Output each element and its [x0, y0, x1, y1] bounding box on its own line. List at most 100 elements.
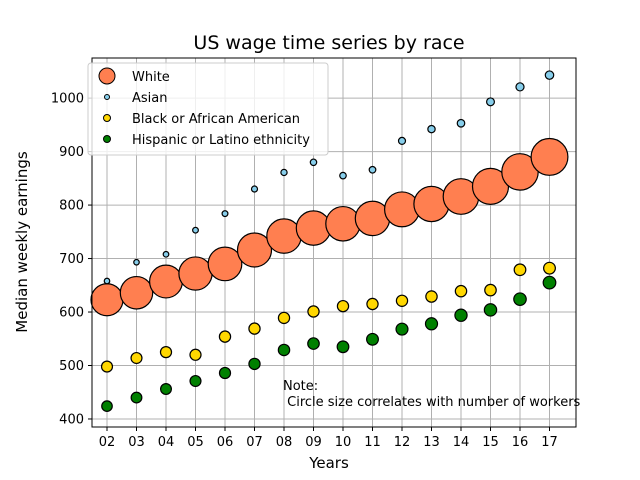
point-asian [162, 250, 170, 258]
point-black-or-african-american [543, 261, 556, 275]
point-asian [544, 70, 555, 80]
point-black-or-african-american [100, 360, 114, 373]
point-asian [250, 185, 259, 193]
point-hispanic-or-latino-ethnicity [307, 337, 320, 350]
annotation-note: Note: Circle size correlates with number… [283, 379, 581, 410]
point-hispanic-or-latino-ethnicity [130, 391, 143, 404]
y-tick-label: 1000 [51, 92, 84, 107]
point-black-or-african-american [425, 290, 438, 303]
x-axis: 02 03 04 05 06 07 08 09 10 11 12 13 14 15 16 17 [99, 427, 558, 450]
legend-marker [103, 135, 111, 143]
point-white [295, 210, 332, 246]
point-black-or-african-american [307, 305, 320, 318]
point-asian [309, 158, 318, 167]
y-tick-label: 900 [59, 145, 84, 160]
point-asian [486, 97, 496, 107]
y-tick-label: 800 [59, 199, 84, 214]
point-white [119, 275, 154, 310]
x-tick-label: 07 [246, 435, 263, 450]
point-black-or-african-american [130, 351, 143, 365]
x-tick-label: 10 [335, 435, 352, 450]
y-tick-label: 600 [59, 306, 84, 321]
y-tick-label: 500 [59, 359, 84, 374]
point-white [266, 218, 302, 254]
y-tick-label: 400 [59, 412, 84, 427]
x-tick-label: 06 [217, 435, 234, 450]
x-tick-label: 17 [541, 435, 558, 450]
x-tick-label: 12 [394, 435, 411, 450]
x-tick-label: 08 [276, 435, 293, 450]
point-white [236, 232, 273, 268]
point-hispanic-or-latino-ethnicity [454, 308, 468, 322]
point-black-or-african-american [484, 283, 497, 297]
x-tick-label: 14 [453, 435, 470, 450]
legend-marker [98, 67, 116, 85]
point-asian [397, 136, 407, 145]
series-white [90, 137, 569, 317]
point-black-or-african-american [189, 348, 202, 361]
point-white [207, 246, 243, 282]
point-hispanic-or-latino-ethnicity [395, 322, 409, 336]
point-white [90, 283, 124, 317]
point-hispanic-or-latino-ethnicity [483, 303, 498, 317]
point-asian [133, 258, 140, 266]
x-tick-label: 16 [512, 435, 529, 450]
point-black-or-african-american [513, 263, 527, 277]
point-asian [456, 118, 466, 128]
point-black-or-african-american [218, 330, 232, 343]
chart-title: US wage time series by race [193, 32, 464, 54]
x-tick-label: 15 [482, 435, 499, 450]
point-black-or-african-american [336, 299, 350, 313]
plot-frame [91, 57, 577, 428]
point-hispanic-or-latino-ethnicity [513, 292, 527, 307]
point-hispanic-or-latino-ethnicity [542, 275, 557, 290]
x-axis-label: Years [308, 454, 349, 472]
series-hispanic-or-latino-ethnicity [101, 275, 557, 412]
point-white [530, 137, 569, 176]
point-hispanic-or-latino-ethnicity [101, 400, 113, 412]
series-black-or-african-american [100, 261, 556, 373]
point-black-or-african-american [159, 346, 173, 359]
point-black-or-african-american [248, 322, 261, 335]
point-white [325, 205, 361, 242]
series-asian [103, 70, 555, 285]
point-hispanic-or-latino-ethnicity [189, 374, 202, 388]
point-black-or-african-american [454, 284, 468, 298]
x-tick-label: 13 [423, 435, 440, 450]
point-hispanic-or-latino-ethnicity [218, 366, 232, 380]
y-axis-label: Median weekly earnings [13, 151, 31, 333]
point-hispanic-or-latino-ethnicity [248, 357, 261, 371]
point-asian [427, 124, 436, 134]
annotation-line-2: Circle size correlates with number of wo… [283, 395, 581, 410]
point-asian [368, 165, 377, 174]
y-tick-label: 700 [59, 252, 84, 267]
x-tick-label: 09 [305, 435, 322, 450]
point-asian [103, 277, 111, 285]
point-asian [515, 82, 525, 92]
point-hispanic-or-latino-ethnicity [277, 343, 291, 357]
y-axis: 400 500 600 700 800 900 1000 [51, 92, 92, 427]
point-asian [280, 168, 288, 177]
x-tick-label: 05 [187, 435, 204, 450]
x-tick-label: 02 [99, 435, 116, 450]
point-hispanic-or-latino-ethnicity [160, 383, 172, 396]
point-hispanic-or-latino-ethnicity [366, 332, 379, 346]
point-black-or-african-american [277, 311, 291, 325]
x-tick-label: 11 [364, 435, 381, 450]
annotation-line-1: Note: [283, 379, 318, 394]
legend-label: Asian [132, 91, 167, 106]
x-tick-label: 03 [128, 435, 145, 450]
point-asian [192, 226, 199, 234]
legend: White Asian Black or African American Hispa… [87, 62, 329, 156]
legend-label: Hispanic or Latino ethnicity [132, 133, 310, 148]
point-hispanic-or-latino-ethnicity [424, 317, 439, 331]
point-asian [221, 210, 229, 218]
point-black-or-african-american [366, 297, 379, 311]
legend-marker [103, 114, 111, 122]
legend-frame [87, 62, 329, 156]
legend-marker [104, 94, 110, 100]
point-white [149, 264, 184, 299]
legend-label: White [132, 70, 170, 85]
data-points [90, 70, 569, 412]
